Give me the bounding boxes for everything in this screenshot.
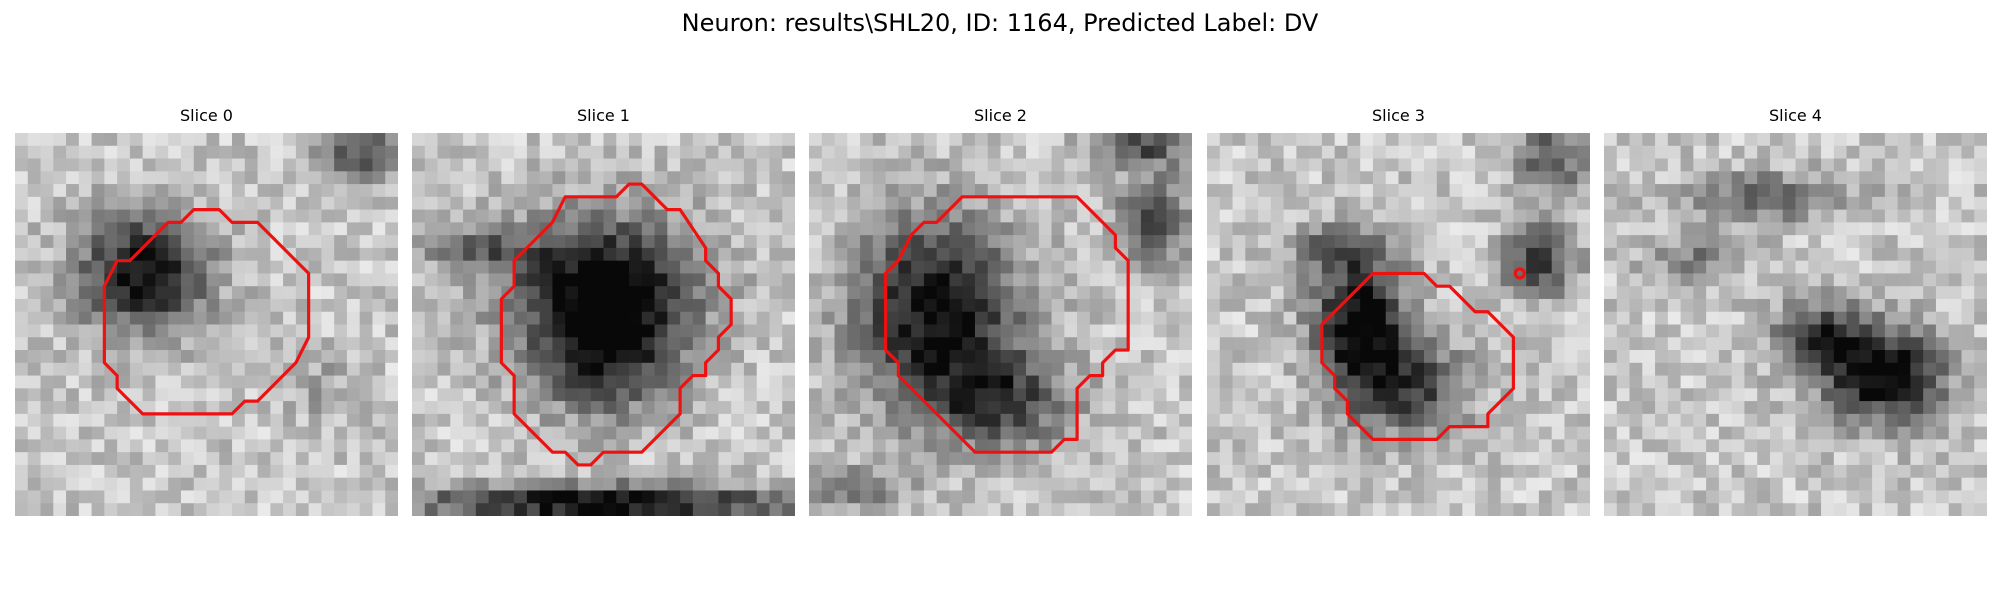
slice-image-2 — [809, 133, 1192, 516]
roi-contour-0 — [102, 208, 311, 416]
slice-title-4: Slice 4 — [1769, 106, 1822, 125]
slice-title-0: Slice 0 — [180, 106, 233, 125]
slice-image-4 — [1604, 133, 1987, 516]
slice-title-2: Slice 2 — [974, 106, 1027, 125]
roi-contour-2 — [884, 195, 1130, 454]
roi-marker-3 — [1513, 267, 1526, 280]
slice-image-0 — [15, 133, 398, 516]
slice-image-1 — [412, 133, 795, 516]
figure-title: Neuron: results\SHL20, ID: 1164, Predict… — [681, 9, 1319, 37]
slice-title-1: Slice 1 — [577, 106, 630, 125]
roi-contour-1 — [499, 182, 733, 467]
roi-contour-3 — [1320, 271, 1515, 441]
slice-title-3: Slice 3 — [1372, 106, 1425, 125]
slice-image-3 — [1207, 133, 1590, 516]
